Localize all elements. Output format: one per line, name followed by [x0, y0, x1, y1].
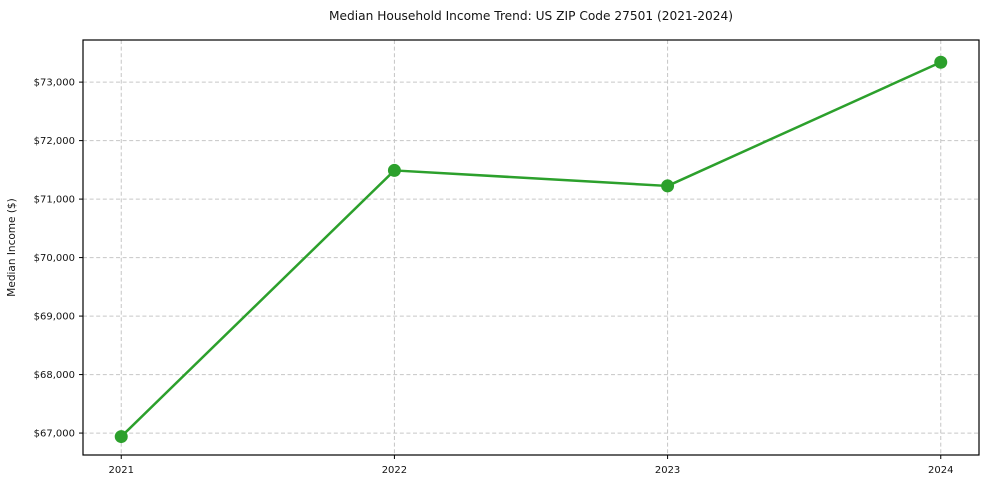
- data-point-2023: [661, 179, 675, 193]
- y-tick-label: $68,000: [34, 370, 75, 381]
- y-tick-label: $73,000: [34, 78, 75, 89]
- x-tick-label: 2021: [109, 465, 134, 476]
- x-tick-label: 2024: [928, 465, 953, 476]
- y-tick-label: $69,000: [34, 312, 75, 323]
- data-point-2022: [387, 163, 401, 177]
- chart-title: Median Household Income Trend: US ZIP Co…: [329, 9, 733, 23]
- y-tick-label: $71,000: [34, 195, 75, 206]
- data-point-2021: [114, 430, 128, 444]
- y-axis-label: Median Income ($): [6, 198, 18, 296]
- income-trend-line: [119, 60, 943, 438]
- y-tick-label: $72,000: [34, 136, 75, 147]
- x-tick-label: 2022: [382, 465, 407, 476]
- data-point-2024: [934, 55, 948, 69]
- y-tick-label: $67,000: [34, 429, 75, 440]
- x-tick-label: 2023: [655, 465, 680, 476]
- y-tick-label: $70,000: [34, 253, 75, 264]
- plot-border: [82, 39, 980, 456]
